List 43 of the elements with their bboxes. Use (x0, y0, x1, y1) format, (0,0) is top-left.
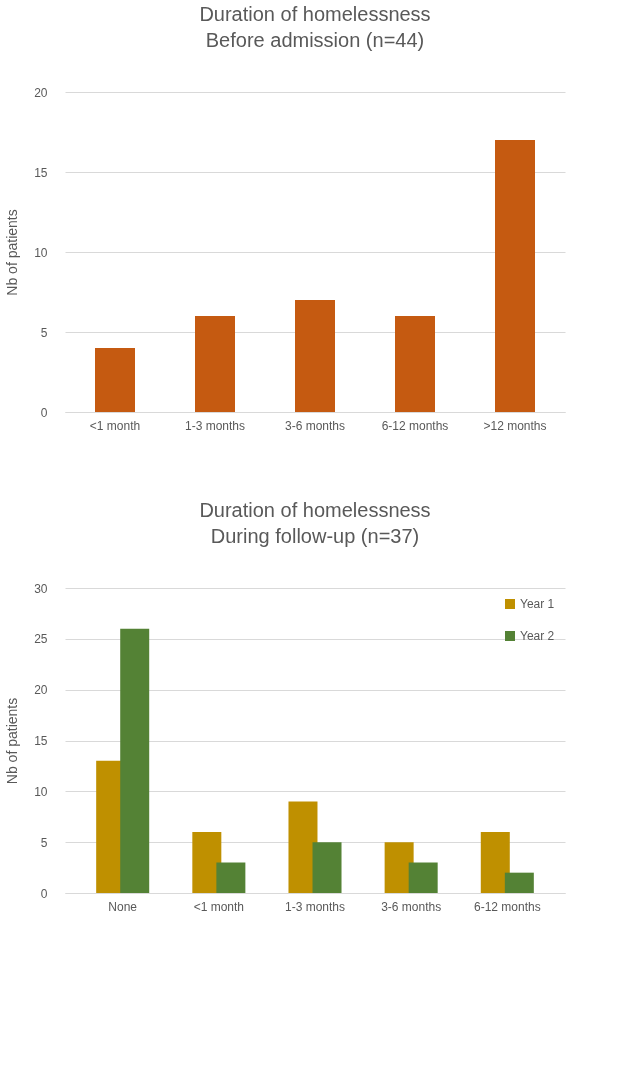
bar (216, 862, 246, 893)
y-tick-label: 20 (34, 683, 48, 698)
bar (504, 872, 534, 893)
x-tick-label: <1 month (89, 418, 141, 433)
x-tick-label: 6-12 months (381, 418, 449, 433)
chart-title: Duration of homelessness (199, 3, 431, 25)
y-tick-label: 10 (34, 245, 48, 260)
chart-subtitle: Before admission (n=44) (205, 29, 425, 51)
x-tick-label: None (108, 899, 138, 914)
y-tick-label: 5 (40, 325, 48, 340)
legend-label: Year 2 (520, 629, 555, 643)
bar (288, 801, 318, 893)
chart-title: Duration of homelessness (199, 499, 431, 521)
y-tick-label: 30 (34, 581, 48, 596)
y-axis-title: Nb of patients (4, 697, 21, 785)
y-tick-label: 0 (40, 405, 48, 420)
y-tick-label: 15 (34, 165, 48, 180)
y-tick-label: 5 (40, 835, 48, 850)
y-tick-label: 15 (34, 734, 48, 748)
bar (408, 862, 438, 893)
y-axis-title: Nb of patients (4, 209, 21, 296)
x-tick-label: 6-12 months (473, 899, 541, 914)
y-tick-label: 0 (40, 886, 48, 901)
y-tick-label: 10 (34, 784, 48, 799)
x-tick-label: 1-3 months (184, 418, 246, 433)
x-tick-label: 1-3 months (284, 899, 346, 914)
x-tick-label: <1 month (193, 899, 245, 914)
bar (312, 842, 342, 893)
bar (295, 300, 335, 412)
bar (195, 316, 235, 412)
y-tick-label: 20 (34, 85, 48, 100)
bar (95, 348, 135, 412)
x-tick-label: 3-6 months (381, 899, 442, 914)
chart-subtitle: During follow-up (n=37) (210, 525, 420, 547)
bar (120, 628, 150, 893)
bar (480, 832, 510, 893)
y-tick-label: 25 (34, 632, 48, 647)
bar (495, 140, 535, 412)
x-tick-label: 3-6 months (284, 418, 346, 433)
legend-label: Year 1 (520, 597, 555, 611)
bar (192, 832, 222, 893)
bar (395, 316, 435, 412)
x-tick-label: >12 months (483, 418, 547, 433)
